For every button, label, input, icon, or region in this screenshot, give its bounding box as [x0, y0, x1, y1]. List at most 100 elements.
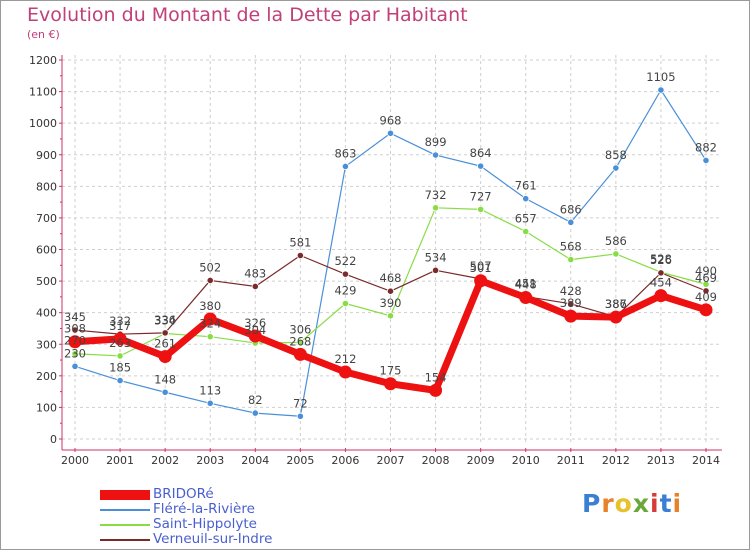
data-labels: 230 185 148 113 82 72 863 968 899 864 761 686 858 110…: [64, 70, 717, 410]
data-point: [386, 287, 395, 295]
x-tick-label: 2006: [331, 454, 359, 467]
data-label: 148: [154, 372, 176, 386]
data-point: [567, 256, 575, 264]
data-point: [71, 350, 79, 358]
data-label: 334: [154, 314, 176, 328]
data-point: [564, 309, 578, 323]
data-label: 317: [109, 319, 131, 333]
x-tick-label: 2001: [106, 454, 134, 467]
y-tick-label: 800: [36, 180, 57, 193]
x-tick-label: 2007: [377, 454, 405, 467]
data-point: [431, 151, 440, 159]
x-tick-label: 2013: [647, 454, 675, 467]
data-label: 686: [560, 202, 582, 216]
data-point: [522, 195, 530, 203]
data-label: 469: [695, 271, 717, 285]
data-point: [206, 333, 214, 341]
data-label: 1105: [646, 70, 675, 84]
data-point: [296, 251, 304, 260]
data-point: [251, 409, 259, 417]
data-label: 386: [605, 297, 627, 311]
x-tick-label: 2012: [602, 454, 630, 467]
data-label: 727: [470, 189, 492, 203]
data-point: [71, 362, 79, 370]
logo-letter: r: [601, 489, 615, 518]
legend-label: Saint-Hippolyte: [153, 516, 257, 532]
data-point: [699, 303, 713, 317]
data-label: 268: [289, 334, 311, 348]
data-label: 864: [470, 146, 492, 160]
y-tick-label: 100: [36, 401, 57, 414]
data-label: 568: [560, 240, 582, 254]
data-point: [338, 365, 352, 379]
logo-letter: P: [582, 489, 602, 518]
data-point: [71, 326, 79, 334]
legend-swatch: [100, 509, 150, 511]
y-tick-labels: 0 100 200 300 400 500 600 700 800 900 1000 1100 1200: [29, 54, 57, 446]
data-point: [341, 299, 350, 308]
data-label: 761: [515, 179, 537, 193]
x-tick-label: 2014: [692, 454, 720, 467]
axes: [59, 55, 722, 452]
data-label: 526: [650, 253, 672, 267]
data-point: [161, 329, 169, 337]
data-point: [341, 162, 350, 171]
x-tick-label: 2003: [196, 454, 224, 467]
data-point: [341, 270, 350, 278]
legend-label: BRIDORé: [153, 486, 214, 502]
x-tick-label: 2009: [467, 454, 495, 467]
data-label: 389: [560, 296, 582, 310]
data-label: 882: [695, 140, 717, 154]
data-point: [296, 412, 304, 420]
data-point: [431, 266, 440, 274]
data-point: [657, 269, 665, 277]
legend-swatch: [100, 490, 150, 500]
data-point: [296, 338, 304, 346]
x-tick-labels: 2000 2001 2002 2003 2004 2005 2006 2007 2008 2009…: [61, 454, 720, 467]
x-tick-label: 2002: [151, 454, 179, 467]
data-point: [654, 289, 668, 303]
legend-swatch: [100, 524, 150, 526]
data-label: 451: [515, 277, 537, 291]
data-label: 428: [560, 284, 582, 298]
data-point: [567, 300, 575, 308]
legend-swatch: [100, 539, 150, 541]
data-point: [158, 350, 172, 364]
data-label: 261: [154, 337, 176, 351]
data-label: 154: [425, 370, 447, 384]
data-point: [612, 250, 620, 258]
data-label: 270: [64, 334, 86, 348]
data-point: [68, 335, 82, 349]
data-point: [609, 310, 623, 324]
y-tick-label: 400: [36, 307, 57, 320]
y-tick-label: 300: [36, 338, 57, 351]
data-point: [161, 388, 169, 396]
data-label: 657: [515, 211, 537, 225]
chart-subtitle: (en €): [27, 28, 60, 41]
data-label: 968: [380, 113, 402, 127]
data-point: [116, 376, 124, 385]
data-label: 185: [109, 361, 131, 375]
data-point: [113, 332, 127, 346]
data-label: 863: [334, 146, 356, 160]
data-points: [68, 86, 713, 420]
y-tick-label: 0: [50, 433, 57, 446]
data-label: 507: [470, 259, 492, 273]
y-tick-label: 1200: [29, 54, 57, 67]
x-tick-label: 2011: [557, 454, 585, 467]
data-label: 581: [289, 236, 311, 250]
legend-label: Fléré-la-Rivière: [153, 501, 255, 517]
data-point: [386, 312, 395, 320]
data-label: 429: [334, 284, 356, 298]
proxiti-logo: Proxiti: [582, 489, 682, 518]
data-label: 454: [650, 276, 672, 290]
data-point: [203, 312, 217, 326]
data-point: [251, 282, 259, 291]
data-point: [474, 274, 488, 288]
data-point: [431, 204, 440, 212]
data-label: 732: [425, 188, 447, 202]
data-label: 324: [199, 317, 221, 331]
data-label: 72: [293, 396, 308, 410]
x-tick-label: 2005: [286, 454, 314, 467]
